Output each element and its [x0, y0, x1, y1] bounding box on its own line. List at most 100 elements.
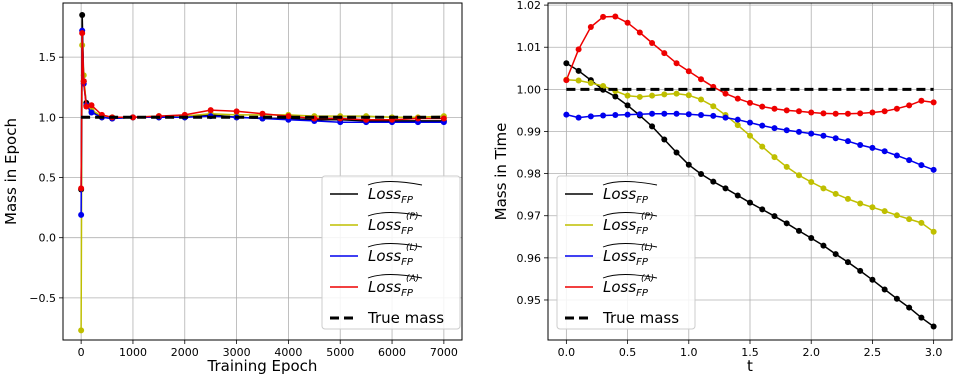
legend-label-subscript: FP	[401, 288, 414, 299]
data-point	[575, 46, 582, 53]
data-point	[795, 172, 802, 179]
data-point	[869, 276, 876, 283]
data-point	[575, 114, 582, 121]
data-point	[820, 242, 827, 249]
data-point	[844, 110, 851, 117]
series-line	[80, 14, 444, 190]
chart-panel-2: 0.0 0.5 1.0 1.5 2.0 2.5 3.0 0.95 0.96 0.97 0.98 0.9…	[492, 0, 953, 375]
data-point	[893, 212, 900, 219]
data-point	[857, 267, 864, 274]
legend-label-base: Loss	[368, 278, 401, 296]
data-point	[698, 171, 705, 178]
data-point	[649, 123, 656, 130]
x-tick-label: 0	[78, 346, 85, 359]
data-point	[734, 95, 741, 102]
data-point	[881, 108, 888, 115]
x-tick-label: 3.0	[925, 346, 943, 359]
data-point	[747, 199, 753, 206]
data-point	[600, 82, 607, 89]
data-point	[869, 144, 876, 151]
data-point	[808, 109, 815, 116]
data-point	[832, 110, 839, 117]
data-point	[734, 116, 741, 123]
data-point	[685, 68, 692, 75]
legend-label: LossFP	[368, 247, 414, 268]
data-point	[649, 40, 656, 47]
legend-hat	[602, 212, 658, 217]
legend-label-superscript: (L)	[641, 243, 653, 253]
data-point	[587, 80, 594, 87]
y-tick-label: 0.5	[39, 172, 57, 185]
data-point	[233, 108, 240, 115]
y-axis-label: Mass in Time	[492, 123, 510, 221]
data-point	[649, 110, 656, 117]
data-point	[722, 185, 729, 192]
y-tick-label: 1.01	[517, 41, 542, 54]
data-point	[795, 128, 802, 135]
data-point	[832, 135, 839, 142]
data-point	[771, 154, 778, 161]
data-point	[83, 103, 90, 110]
y-tick-label: 0.98	[517, 168, 542, 181]
data-point	[808, 235, 815, 242]
x-tick-label: 5000	[326, 346, 354, 359]
data-point	[587, 24, 594, 31]
x-tick-label: 6000	[378, 346, 406, 359]
data-point	[808, 179, 815, 186]
x-tick-label: 2000	[171, 346, 199, 359]
data-point	[673, 60, 680, 67]
legend-label-subscript: FP	[401, 226, 414, 237]
y-tick-label: 0.95	[517, 294, 542, 307]
legend-label: LossFP	[603, 278, 649, 299]
data-point	[759, 122, 766, 129]
data-point	[844, 138, 851, 145]
legend-hat	[602, 243, 658, 248]
data-point	[661, 110, 668, 117]
data-point	[636, 93, 643, 100]
legend-label-base: Loss	[603, 278, 636, 296]
legend-label: LossFP	[368, 216, 414, 237]
legend-hat	[367, 243, 423, 248]
legend-label-superscript: (P)	[641, 212, 653, 222]
chart-panel-1: 0 1000 2000 3000 4000 5000 6000 7000 −0.5 0.0 0.5 1…	[2, 2, 463, 375]
data-point	[685, 111, 692, 118]
data-point	[624, 19, 631, 26]
data-point	[698, 76, 705, 83]
data-point	[918, 314, 925, 321]
data-point	[930, 99, 937, 106]
data-point	[783, 127, 790, 134]
data-point	[893, 295, 900, 302]
data-point	[930, 323, 937, 330]
data-point	[636, 29, 643, 36]
data-point	[722, 114, 729, 121]
y-axis-label: Mass in Epoch	[2, 118, 20, 225]
data-point	[893, 105, 900, 112]
data-point	[832, 251, 839, 258]
legend-label: LossFP	[603, 247, 649, 268]
legend-label-subscript: FP	[401, 195, 414, 206]
data-point	[698, 96, 705, 103]
legend-label-superscript: (A)	[406, 274, 419, 284]
legend-label: True mass	[367, 309, 444, 327]
legend-hat	[367, 212, 423, 217]
data-point	[930, 228, 937, 235]
data-point	[79, 12, 86, 19]
legend-label-subscript: FP	[636, 257, 649, 268]
data-point	[906, 102, 913, 109]
legend-hat	[602, 274, 658, 279]
x-tick-label: 1.5	[741, 346, 759, 359]
data-point	[207, 107, 214, 114]
legend-label-subscript: FP	[636, 226, 649, 237]
data-point	[587, 113, 594, 120]
data-point	[80, 78, 87, 85]
legend-label: LossFP	[603, 216, 649, 237]
series-line	[80, 32, 444, 189]
data-point	[832, 190, 839, 197]
legend-hat	[602, 181, 658, 186]
data-point	[698, 112, 705, 119]
y-tick-label: 1.00	[517, 83, 542, 96]
x-tick-label: 0.5	[619, 346, 637, 359]
data-point	[783, 163, 790, 170]
